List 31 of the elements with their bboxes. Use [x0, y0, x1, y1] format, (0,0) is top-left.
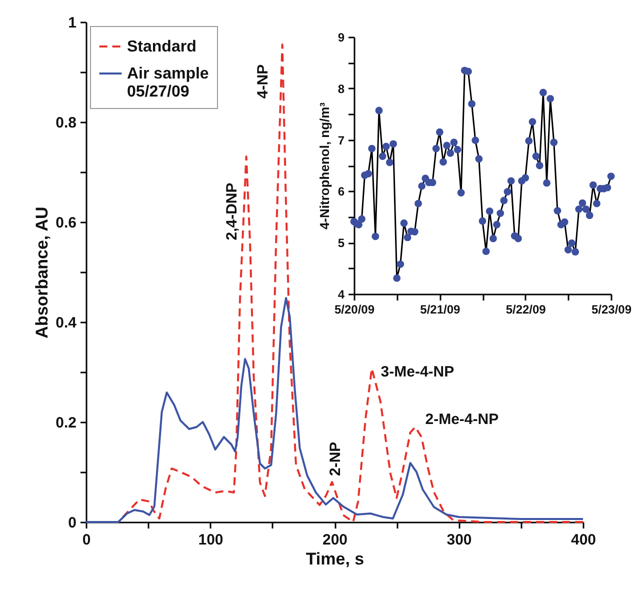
y-tick-label: 8 — [338, 82, 345, 96]
y-tick-label: 6 — [338, 184, 345, 199]
y-tick-label: 5 — [338, 236, 345, 250]
y-tick-label: 0 — [68, 514, 76, 532]
annotation: 3-Me-4-NP — [380, 364, 454, 380]
x-tick-label: 0 — [82, 532, 91, 548]
x-tick-label: 5/23/09 — [591, 302, 632, 316]
y-axis-title: Absorbance, AU — [32, 206, 52, 338]
legend-label: Air sample 05/27/09 — [127, 66, 209, 100]
x-tick-label: 5/20/09 — [334, 302, 375, 316]
y-tick-label: 0.2 — [56, 414, 76, 432]
y-tick-label: 4 — [338, 288, 345, 302]
annotation: 4-NP — [254, 64, 272, 99]
annotation: 2-Me-4-NP — [425, 411, 499, 428]
annotation: 2-NP — [327, 442, 344, 476]
y-tick-label: 0.4 — [56, 314, 78, 332]
y-tick-label: 0.8 — [56, 114, 76, 132]
y-tick-label: 0.6 — [56, 214, 76, 232]
y-tick-label: 1 — [68, 14, 76, 32]
legend-label: Standard — [127, 38, 196, 56]
y-tick-label: 7 — [338, 133, 345, 148]
x-tick-label: 400 — [570, 532, 596, 548]
x-tick-label: 300 — [446, 532, 472, 548]
x-tick-label: 5/21/09 — [420, 302, 461, 316]
x-tick-label: 5/22/09 — [506, 302, 546, 316]
x-tick-label: 200 — [322, 532, 348, 548]
x-tick-label: 100 — [198, 532, 224, 548]
annotation: 2,4-DNP — [223, 182, 240, 240]
x-axis-title: Time, s — [306, 550, 364, 568]
y-axis-title: 4-Nitrophenol, ng/m³ — [316, 102, 332, 230]
y-tick-label: 9 — [338, 30, 345, 44]
